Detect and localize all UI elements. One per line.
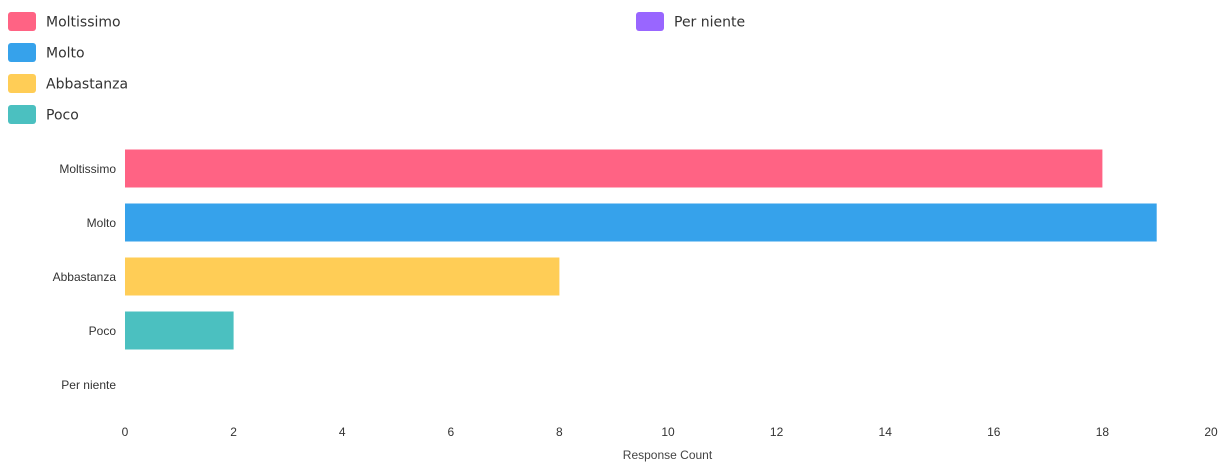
legend-swatch-per-niente[interactable] [636, 12, 664, 31]
legend-label-abbastanza[interactable]: Abbastanza [46, 77, 128, 93]
legend-swatch-moltissimo[interactable] [8, 12, 36, 31]
bar-poco[interactable] [125, 311, 234, 350]
x-tick-label-14: 14 [879, 425, 893, 439]
x-tick-label-10: 10 [661, 425, 675, 439]
x-axis: 0 2 4 6 8 10 12 14 16 18 20 [122, 425, 1218, 439]
y-tick-label-molto: Molto [87, 216, 117, 230]
legend-label-poco[interactable]: Poco [46, 108, 79, 124]
bar-moltissimo[interactable] [125, 149, 1103, 188]
y-tick-label-per-niente: Per niente [61, 378, 116, 392]
legend-label-per-niente[interactable]: Per niente [674, 15, 745, 31]
legend-label-molto[interactable]: Molto [46, 46, 85, 62]
x-tick-label-8: 8 [556, 425, 563, 439]
legend-label-moltissimo[interactable]: Moltissimo [46, 15, 121, 31]
bar-molto[interactable] [125, 203, 1157, 242]
x-tick-label-4: 4 [339, 425, 346, 439]
y-tick-label-abbastanza: Abbastanza [53, 270, 117, 284]
x-tick-label-16: 16 [987, 425, 1001, 439]
x-axis-title: Response Count [623, 448, 713, 462]
legend-swatch-abbastanza[interactable] [8, 74, 36, 93]
x-tick-label-2: 2 [230, 425, 237, 439]
y-axis: Moltissimo Molto Abbastanza Poco Per niente [53, 162, 117, 392]
x-tick-label-6: 6 [447, 425, 454, 439]
x-tick-label-12: 12 [770, 425, 784, 439]
chart-legend: Moltissimo Molto Abbastanza Poco Per niente [8, 12, 745, 124]
legend-swatch-molto[interactable] [8, 43, 36, 62]
x-tick-label-0: 0 [122, 425, 129, 439]
x-tick-label-20: 20 [1204, 425, 1218, 439]
y-tick-label-moltissimo: Moltissimo [59, 162, 116, 176]
legend-swatch-poco[interactable] [8, 105, 36, 124]
y-tick-label-poco: Poco [89, 324, 117, 338]
x-tick-label-18: 18 [1096, 425, 1110, 439]
chart-bars [125, 149, 1157, 350]
bar-abbastanza[interactable] [125, 257, 560, 296]
